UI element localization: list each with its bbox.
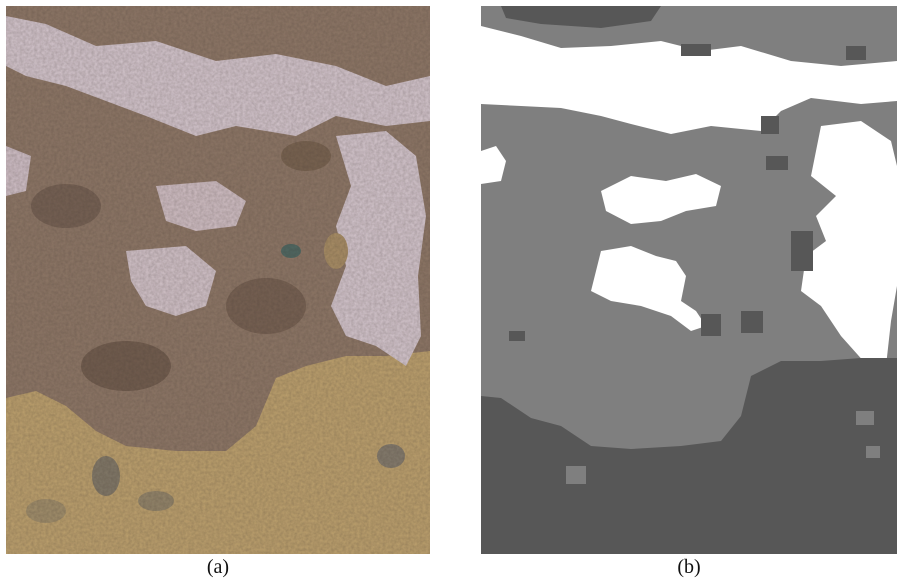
terrain-photo: [6, 6, 430, 554]
caption-a: (a): [206, 556, 230, 578]
caption-b: (b): [677, 556, 701, 578]
terrain-photo-canvas: [6, 6, 430, 554]
texture-noise: [6, 6, 430, 554]
segmentation-map-canvas: [481, 6, 897, 554]
segmentation-map: [481, 6, 897, 554]
speckle-noise: [481, 6, 897, 554]
